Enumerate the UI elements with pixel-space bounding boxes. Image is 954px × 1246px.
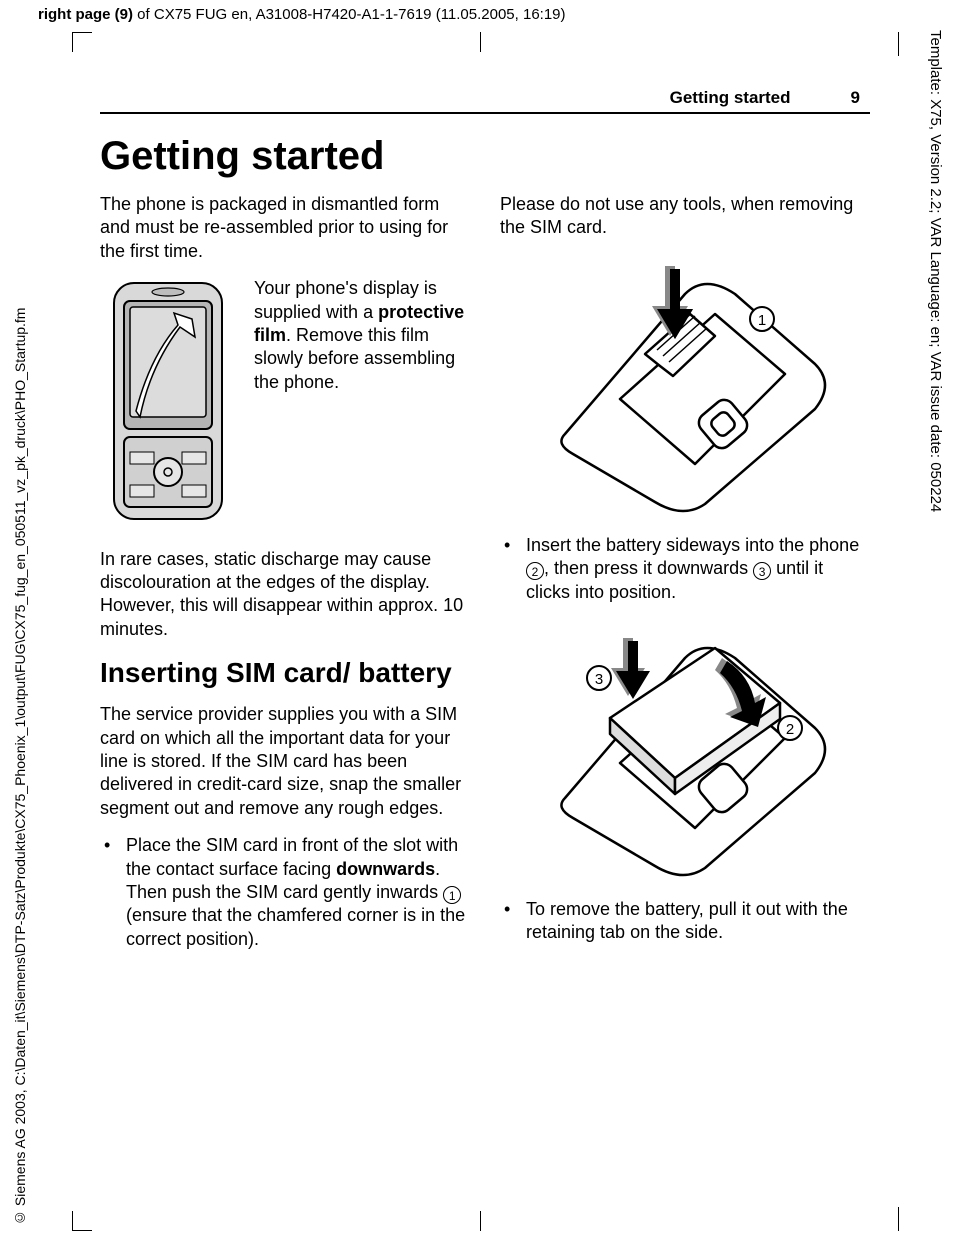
phone-film-figure: Your phone's display is supplied with a … bbox=[100, 277, 470, 533]
svg-text:1: 1 bbox=[758, 312, 766, 329]
battery-insert-step: Insert the battery sideways into the pho… bbox=[500, 534, 870, 604]
right-column: Please do not use any tools, when removi… bbox=[500, 193, 870, 965]
top-header: right page (9) of CX75 FUG en, A31008-H7… bbox=[38, 6, 566, 23]
svg-text:2: 2 bbox=[786, 721, 794, 738]
running-head: Getting started 9 bbox=[100, 88, 870, 114]
left-column: The phone is packaged in dismantled form… bbox=[100, 193, 470, 965]
crop-mark-icon bbox=[480, 32, 481, 52]
sim-step-bold: downwards bbox=[336, 859, 435, 879]
battery-insert-illustration: 3 2 bbox=[525, 618, 845, 878]
battery-steps-list: Insert the battery sideways into the pho… bbox=[500, 534, 870, 604]
protective-film-text: Your phone's display is supplied with a … bbox=[254, 277, 470, 533]
page-content: Getting started 9 Getting started The ph… bbox=[100, 88, 870, 965]
static-discharge-paragraph: In rare cases, static discharge may caus… bbox=[100, 548, 470, 642]
battery-remove-step: To remove the battery, pull it out with … bbox=[500, 898, 870, 945]
intro-paragraph: The phone is packaged in dismantled form… bbox=[100, 193, 470, 263]
battery-remove-list: To remove the battery, pull it out with … bbox=[500, 898, 870, 945]
crop-mark-icon bbox=[891, 1207, 899, 1231]
batt-text-a: Insert the battery sideways into the pho… bbox=[526, 535, 859, 555]
top-header-bold: right page (9) bbox=[38, 6, 133, 23]
sim-steps-list: Place the SIM card in front of the slot … bbox=[100, 834, 470, 951]
sim-insert-step: Place the SIM card in front of the slot … bbox=[100, 834, 470, 951]
no-tools-paragraph: Please do not use any tools, when removi… bbox=[500, 193, 870, 240]
batt-text-b: , then press it downwards bbox=[544, 558, 753, 578]
crop-mark-icon bbox=[72, 32, 92, 52]
phone-front-illustration bbox=[100, 277, 240, 533]
svg-text:3: 3 bbox=[595, 671, 603, 688]
crop-mark-icon bbox=[891, 32, 899, 56]
page-number: 9 bbox=[851, 88, 860, 108]
sim-battery-heading: Inserting SIM card/ battery bbox=[100, 657, 470, 689]
left-margin-text: © Siemens AG 2003, C:\Daten_it\Siemens\D… bbox=[12, 46, 30, 1226]
sim-step-d: (ensure that the chamfered corner is in … bbox=[126, 905, 465, 948]
crop-mark-icon bbox=[480, 1211, 481, 1231]
crop-mark-icon bbox=[72, 1211, 92, 1231]
right-margin-text: Template: X75, Version 2.2; VAR Language… bbox=[926, 30, 944, 780]
sim-intro-paragraph: The service provider supplies you with a… bbox=[100, 703, 470, 820]
top-header-rest: of CX75 FUG en, A31008-H7420-A1-1-7619 (… bbox=[133, 6, 566, 23]
page-title: Getting started bbox=[100, 134, 870, 179]
circled-number-3: 3 bbox=[753, 562, 771, 580]
circled-number-2: 2 bbox=[526, 562, 544, 580]
running-head-section: Getting started bbox=[670, 88, 791, 108]
circled-number-1: 1 bbox=[443, 886, 461, 904]
sim-insert-illustration: 1 bbox=[525, 254, 845, 514]
two-column-layout: The phone is packaged in dismantled form… bbox=[100, 193, 870, 965]
